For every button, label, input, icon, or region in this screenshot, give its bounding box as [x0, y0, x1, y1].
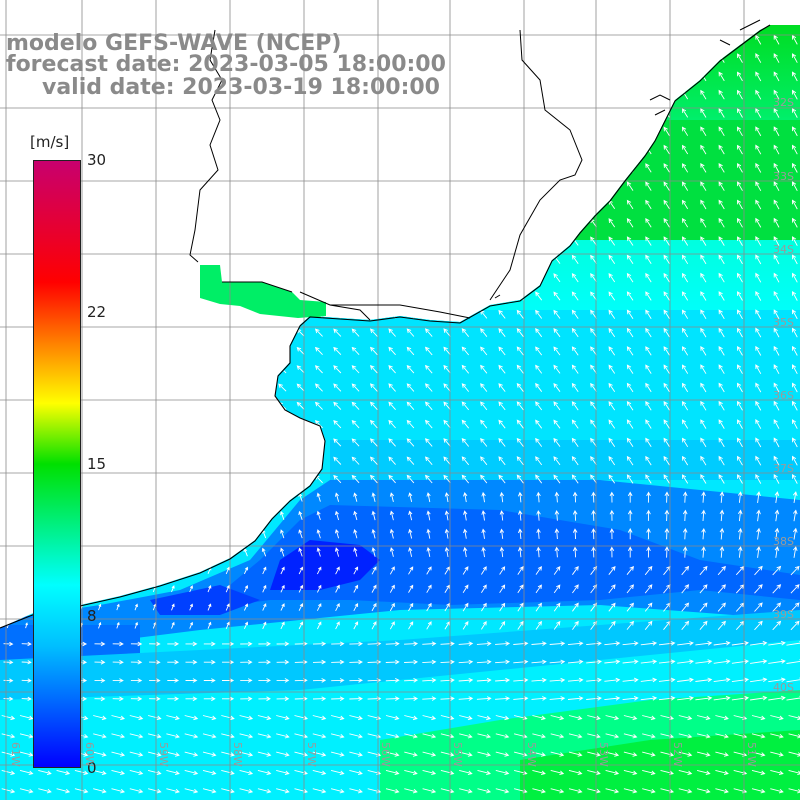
lat-label-39s: 39S	[773, 608, 794, 621]
lon-label-60w: 60W	[83, 742, 96, 767]
lat-label-38s: 38S	[773, 535, 794, 548]
colorbar-tick-30: 30	[87, 151, 107, 169]
title-forecast-date: forecast date: 2023-03-05 18:00:00	[6, 52, 446, 77]
lon-label-51w: 51W	[745, 742, 758, 767]
border-lines	[189, 19, 761, 321]
lat-label-34s: 34S	[773, 243, 794, 256]
title-valid-date: valid date: 2023-03-19 18:00:00	[42, 75, 440, 100]
coastline	[0, 24, 771, 629]
lon-label-55w: 55W	[451, 742, 464, 767]
lon-label-61w: 61W	[9, 742, 22, 767]
lat-label-36s: 36S	[773, 389, 794, 402]
lon-label-59w: 59W	[157, 742, 170, 767]
colorbar-tick-15: 15	[87, 455, 107, 473]
lat-label-32s: 32S	[773, 96, 794, 109]
colorbar-tick-8: 8	[87, 607, 97, 625]
colorbar-tick-0: 0	[87, 759, 97, 777]
lon-label-53w: 53W	[597, 742, 610, 767]
colorbar-tick-22: 22	[87, 303, 107, 321]
lon-label-54w: 54W	[525, 742, 538, 767]
lat-label-35s: 35S	[773, 316, 794, 329]
title-model: modelo GEFS-WAVE (NCEP)	[6, 31, 342, 56]
lat-label-37s: 37S	[773, 462, 794, 475]
colorbar	[33, 160, 81, 768]
lat-label-40s: 40S	[773, 681, 794, 694]
lon-label-57w: 57W	[305, 742, 318, 767]
lon-label-56w: 56W	[379, 742, 392, 767]
estuary-cells	[200, 265, 326, 318]
colorbar-unit: [m/s]	[30, 133, 70, 151]
lon-label-52w: 52W	[671, 742, 684, 767]
lat-label-33s: 33S	[773, 170, 794, 183]
lon-label-58w: 58W	[231, 742, 244, 767]
